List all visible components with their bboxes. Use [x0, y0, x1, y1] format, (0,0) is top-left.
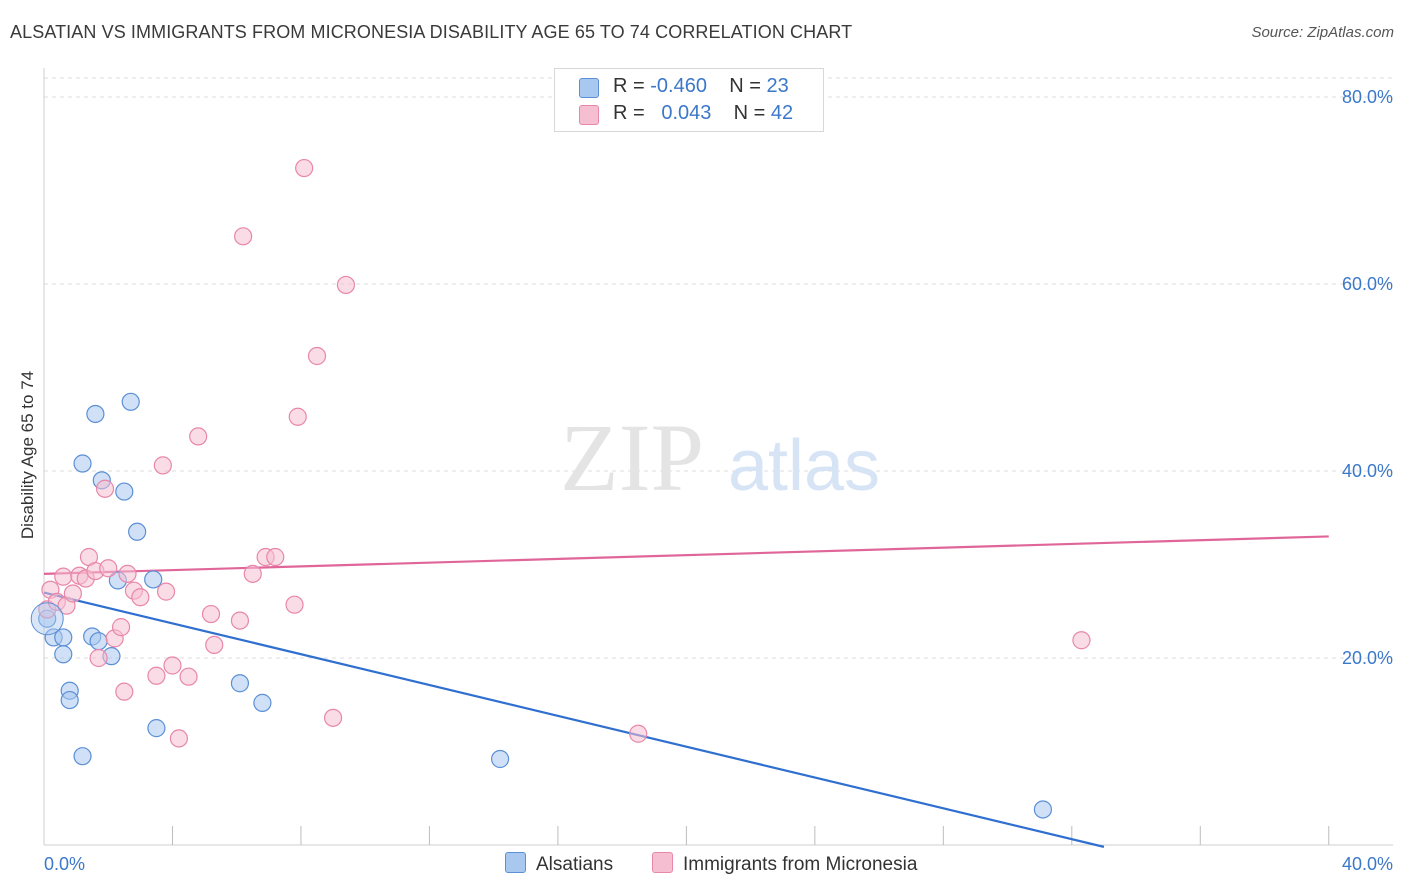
watermark-atlas: atlas [728, 426, 880, 506]
legend-r-label: R = [613, 102, 651, 124]
alsatian-point [147, 719, 166, 738]
micronesia-point [189, 427, 208, 446]
data-points [30, 158, 1091, 819]
bottom-legend-alsatians: Alsatians [505, 852, 613, 876]
alsatian-point [121, 392, 140, 411]
alsatian-trend-line [43, 591, 1105, 848]
source-label: Source: ZipAtlas.com [1251, 24, 1394, 41]
y-tick-label: 80.0% [1342, 87, 1393, 107]
micronesia-point [234, 227, 253, 246]
alsatian-point [230, 674, 250, 693]
alsatian-point [490, 749, 510, 769]
micronesia-point [95, 479, 115, 498]
micronesia-point [336, 275, 356, 295]
alsatian-point [60, 690, 79, 710]
x-tick-label-min: 0.0% [44, 854, 85, 874]
micronesia-trend-line [43, 535, 1329, 575]
micronesia-point [243, 564, 262, 583]
micronesia-point [201, 604, 221, 624]
micronesia-point [307, 346, 327, 366]
alsatian-point [73, 454, 92, 473]
micronesia-point [266, 547, 285, 567]
micronesia-point [63, 584, 83, 603]
micronesia-point [205, 635, 224, 655]
y-tick-label: 60.0% [1342, 274, 1393, 294]
legend-n-value: 23 [766, 75, 789, 97]
watermark-zip: ZIP [560, 404, 704, 511]
micronesia-point [179, 667, 198, 686]
bottom-legend-label-micronesia: Immigrants from Micronesia [683, 854, 918, 875]
micronesia-point [147, 666, 166, 685]
legend-n-value: 42 [770, 102, 794, 124]
legend-r-value: 0.043 [661, 102, 712, 124]
micronesia-point [118, 564, 137, 583]
legend-n-label: N = [729, 75, 767, 97]
alsatian-point [1033, 800, 1053, 819]
micronesia-point [629, 724, 648, 743]
correlation-legend: R = -0.460 N = 23 R = 0.043 N = 42 [554, 68, 824, 132]
micronesia-point [115, 682, 134, 701]
y-tick-label: 40.0% [1342, 461, 1393, 481]
bottom-legend-micronesia: Immigrants from Micronesia [652, 852, 917, 876]
micronesia-point [156, 582, 176, 601]
micronesia-point [323, 708, 343, 727]
micronesia-point [285, 595, 304, 614]
micronesia-point [111, 618, 131, 637]
bottom-legend-swatch-micronesia [652, 852, 673, 873]
axes [43, 68, 1393, 846]
micronesia-point [89, 648, 108, 668]
alsatian-cluster-point [30, 602, 64, 636]
alsatian-point [144, 570, 163, 589]
micronesia-point [54, 567, 73, 586]
micronesia-point [153, 456, 172, 475]
alsatian-point [128, 522, 147, 541]
alsatian-point [86, 404, 105, 424]
legend-n-label: N = [733, 102, 771, 124]
legend-swatch-alsatians [579, 78, 599, 98]
micronesia-point [295, 158, 314, 178]
x-tick-label-max: 40.0% [1342, 854, 1393, 874]
micronesia-point [1072, 631, 1091, 650]
alsatian-point [54, 645, 73, 664]
micronesia-point [131, 588, 150, 607]
chart-title: ALSATIAN VS IMMIGRANTS FROM MICRONESIA D… [10, 22, 853, 42]
bottom-legend-swatch-alsatians [505, 852, 526, 873]
alsatian-point [253, 693, 272, 712]
tick-labels: 20.0% 40.0% 60.0% 80.0% 0.0% 40.0% [44, 87, 1393, 874]
y-tick-label: 20.0% [1342, 648, 1393, 668]
micronesia-point [288, 407, 307, 426]
micronesia-point [230, 611, 250, 630]
legend-r-value: -0.460 [650, 75, 707, 97]
legend-r-label: R = [613, 75, 651, 97]
legend-swatch-micronesia [579, 105, 599, 125]
micronesia-point [163, 656, 182, 675]
micronesia-point [99, 559, 118, 578]
alsatian-point [73, 747, 92, 766]
micronesia-point [169, 729, 188, 748]
alsatian-point [115, 482, 134, 501]
alsatian-point [89, 632, 108, 651]
bottom-legend-label-alsatians: Alsatians [536, 854, 614, 875]
